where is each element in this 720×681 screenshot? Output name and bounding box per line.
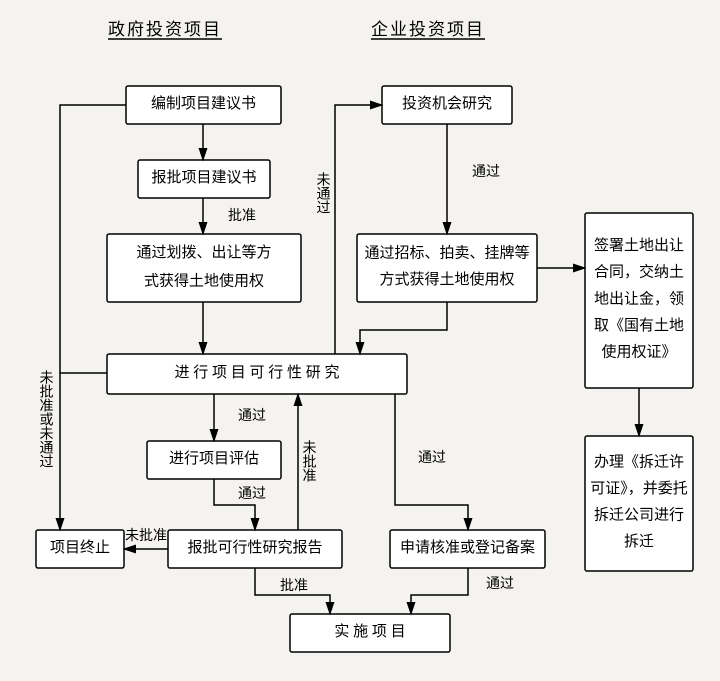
node-s1: 签署土地出让合同，交纳土地出让金，领取《国有土地使用权证》 — [585, 213, 693, 388]
node-g3: 通过划拨、出让等方式获得土地使用权 — [107, 234, 301, 302]
edge-8: 通过 — [214, 394, 266, 441]
edge-12-label: 未批准 — [125, 528, 167, 544]
node-g3-line-0: 通过划拨、出让等方 — [136, 243, 271, 261]
node-g2-line-0: 报批项目建议书 — [151, 169, 256, 186]
edge-1-label: 批准 — [228, 208, 256, 224]
node-e2-line-1: 方式获得土地使用权 — [379, 271, 514, 288]
node-f6: 实 施 项 目 — [290, 614, 450, 652]
edge-14: 未批准或未通过 — [38, 370, 61, 530]
edge-8-label: 通过 — [238, 408, 266, 424]
node-s1-line-0: 签署土地出让 — [594, 237, 684, 254]
edge-9-label: 通过 — [238, 486, 266, 502]
edge-10-label: 批准 — [280, 578, 308, 594]
node-s2-line-0: 办理《拆迁许 — [594, 453, 684, 470]
node-s1-line-1: 合同，交纳土 — [594, 263, 684, 281]
edge-15-label: 通过 — [418, 450, 446, 466]
flowchart-canvas: 政府投资项目企业投资项目编制项目建议书报批项目建议书通过划拨、出让等方式获得土地… — [0, 0, 720, 681]
node-f5: 申请核准或登记备案 — [390, 530, 545, 568]
edge-1: 批准 — [203, 198, 256, 234]
node-s1-line-3: 取《国有土地 — [594, 317, 684, 334]
node-s2-line-2: 拆迁公司进行 — [594, 507, 684, 524]
edge-16: 通过 — [411, 568, 514, 614]
node-f4-line-0: 项目终止 — [50, 539, 110, 556]
node-e1: 投资机会研究 — [382, 86, 512, 124]
node-f2: 进行项目评估 — [147, 441, 281, 479]
edge-9: 通过 — [214, 479, 266, 530]
node-s2: 办理《拆迁许可证》，并委托拆迁公司进行拆迁 — [585, 436, 693, 571]
node-g1-line-0: 编制项目建议书 — [151, 95, 256, 112]
edge-16-label: 通过 — [486, 576, 514, 592]
node-f2-line-0: 进行项目评估 — [169, 450, 259, 467]
node-s2-line-1: 可证》，并委托 — [590, 480, 688, 497]
edge-11-vlabel: 未批准 — [301, 440, 317, 482]
edge-4 — [360, 302, 447, 354]
edge-15: 通过 — [395, 394, 468, 530]
edge-11: 未批准 — [298, 394, 317, 530]
left-title: 政府投资项目 — [108, 20, 222, 39]
node-f5-line-0: 申请核准或登记备案 — [400, 538, 535, 556]
node-s2-line-3: 拆迁 — [624, 533, 654, 550]
node-e2: 通过招标、拍卖、挂牌等方式获得土地使用权 — [357, 234, 537, 302]
node-f1: 进 行 项 目 可 行 性 研 究 — [107, 354, 407, 394]
node-s1-line-2: 地出让金，领 — [594, 290, 684, 307]
node-s1-line-4: 使用权证》 — [601, 344, 676, 361]
edge-14-vlabel: 未批准或未通过 — [38, 370, 54, 468]
node-f6-line-0: 实 施 项 目 — [334, 623, 405, 640]
node-f3-line-0: 报批可行性研究报告 — [187, 539, 322, 556]
edge-12: 未批准 — [124, 528, 168, 549]
edge-3-label: 通过 — [472, 164, 500, 180]
node-g2: 报批项目建议书 — [138, 160, 270, 198]
edge-7-vlabel: 未通过 — [315, 172, 331, 214]
edge-3: 通过 — [447, 124, 500, 234]
right-title: 企业投资项目 — [371, 20, 485, 39]
edge-10: 批准 — [255, 568, 330, 614]
left-title-text: 政府投资项目 — [108, 20, 222, 39]
node-g1: 编制项目建议书 — [126, 86, 281, 124]
edge-7: 未通过 — [315, 105, 383, 354]
node-e2-line-0: 通过招标、拍卖、挂牌等 — [364, 244, 529, 262]
node-f4: 项目终止 — [36, 530, 124, 568]
right-title-text: 企业投资项目 — [371, 20, 485, 39]
node-f3: 报批可行性研究报告 — [168, 530, 342, 568]
node-f1-line-0: 进 行 项 目 可 行 性 研 究 — [174, 364, 339, 381]
node-e1-line-0: 投资机会研究 — [402, 95, 492, 112]
node-g3-line-1: 式获得土地使用权 — [144, 272, 264, 289]
